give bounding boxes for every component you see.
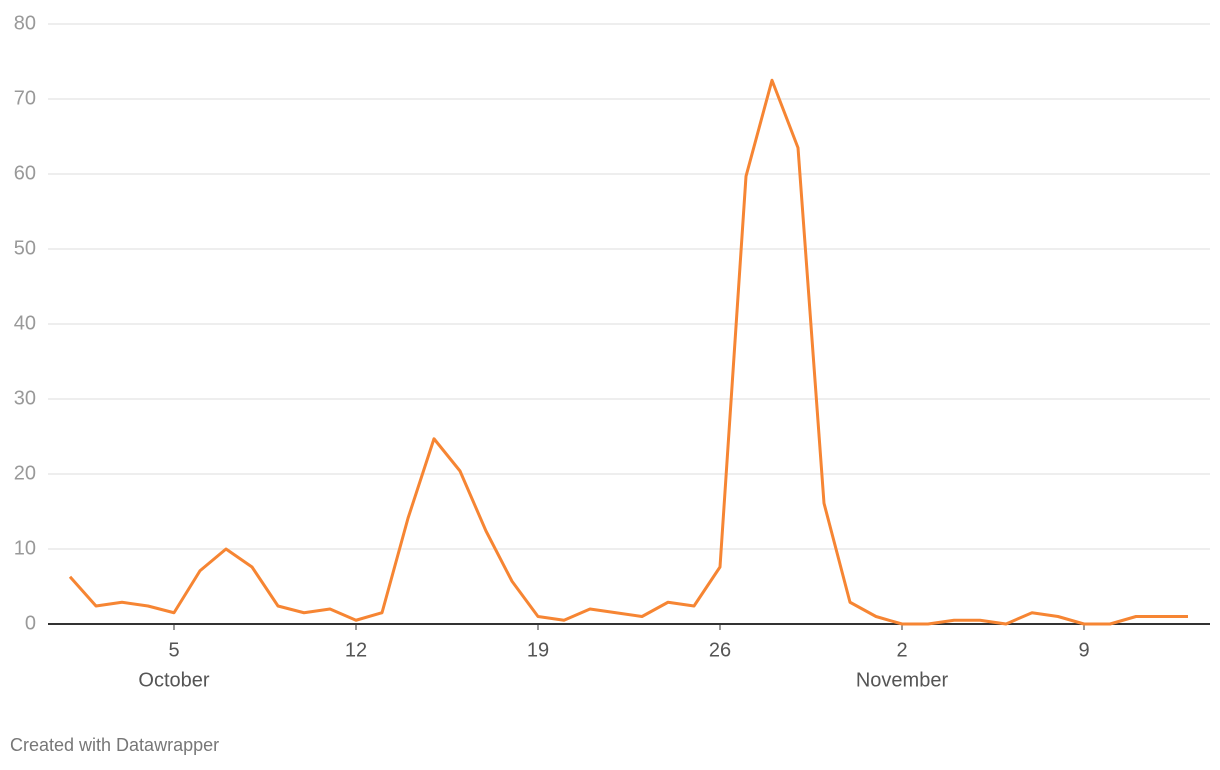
y-tick-label: 30 [14,387,36,409]
data-line [68,78,1188,626]
y-tick-label: 40 [14,312,36,334]
x-tick-label: 26 [709,639,731,661]
x-tick-label: 9 [1078,639,1089,661]
month-label: October [138,669,209,691]
x-tick-label: 12 [345,639,367,661]
x-tick-label: 19 [527,639,549,661]
y-tick-label: 70 [14,87,36,109]
y-tick-label: 60 [14,162,36,184]
month-label: November [856,669,949,691]
y-tick-label: 10 [14,537,36,559]
y-tick-label: 0 [25,612,36,634]
y-tick-label: 50 [14,237,36,259]
y-tick-label: 80 [14,12,36,34]
x-tick-label: 2 [896,639,907,661]
x-tick-label: 5 [168,639,179,661]
footer: Created with Datawrapper [10,735,219,755]
y-tick-label: 20 [14,462,36,484]
